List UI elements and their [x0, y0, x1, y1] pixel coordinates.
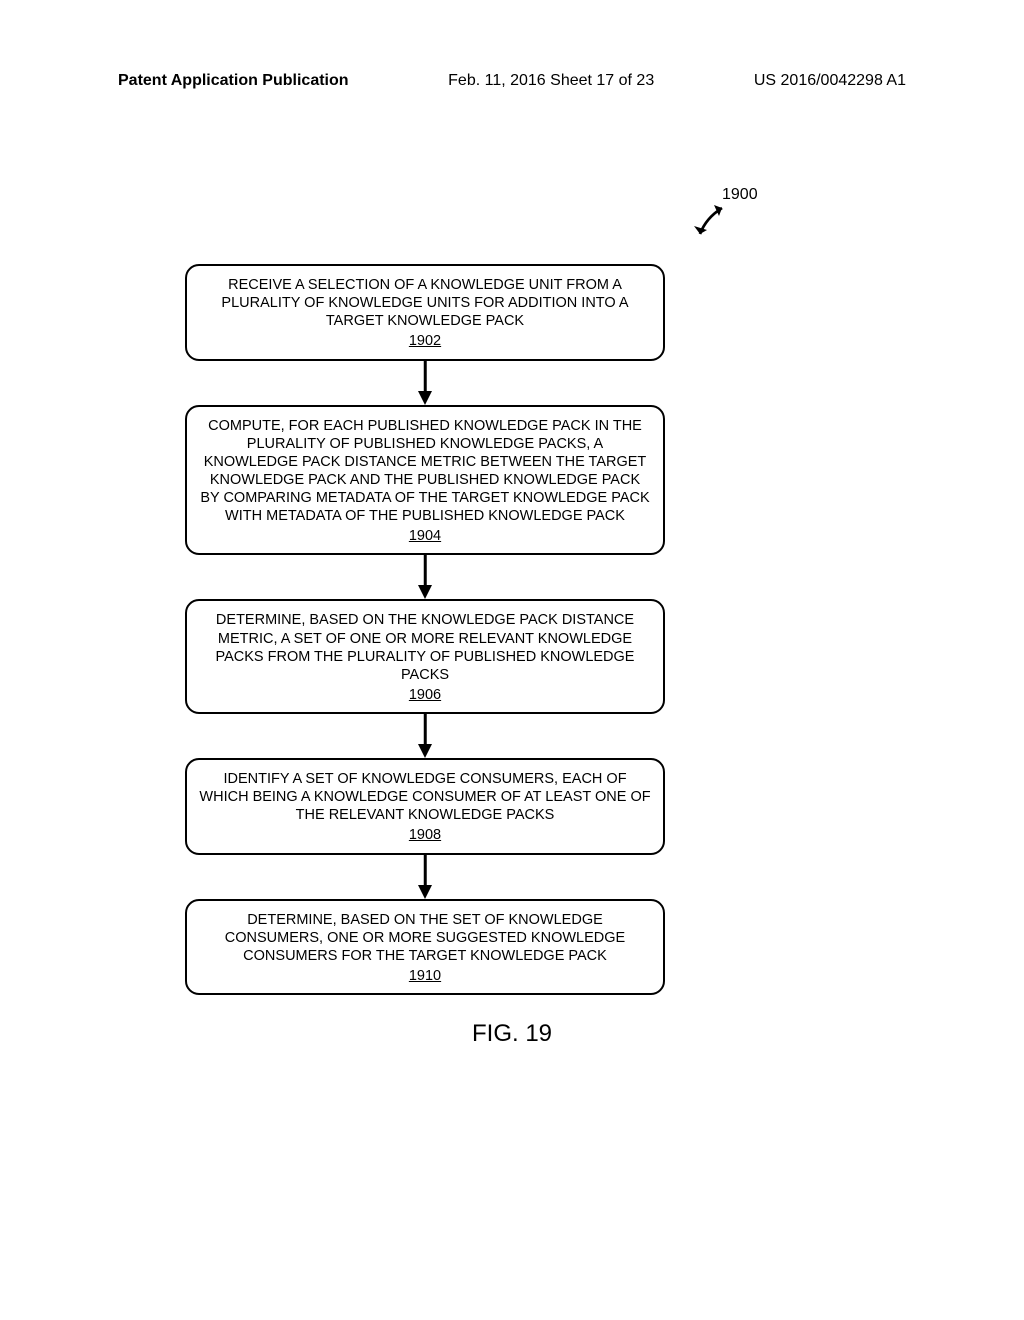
step-ref: 1906: [199, 686, 651, 704]
step-text: RECEIVE A SELECTION OF A KNOWLEDGE UNIT …: [221, 277, 628, 329]
header-center: Feb. 11, 2016 Sheet 17 of 23: [448, 72, 654, 90]
arrow-down-icon: [424, 714, 426, 758]
step-ref: 1904: [199, 527, 651, 545]
arrow-down-icon: [424, 855, 426, 899]
step-text: DETERMINE, BASED ON THE KNOWLEDGE PACK D…: [216, 612, 635, 682]
step-box-1904: COMPUTE, FOR EACH PUBLISHED KNOWLEDGE PA…: [185, 405, 665, 556]
arrow-down-icon: [424, 361, 426, 405]
page-header: Patent Application Publication Feb. 11, …: [0, 72, 1024, 90]
step-ref: 1910: [199, 967, 651, 985]
step-ref: 1902: [199, 332, 651, 350]
step-box-1906: DETERMINE, BASED ON THE KNOWLEDGE PACK D…: [185, 599, 665, 714]
step-box-1908: IDENTIFY A SET OF KNOWLEDGE CONSUMERS, E…: [185, 758, 665, 855]
step-box-1902: RECEIVE A SELECTION OF A KNOWLEDGE UNIT …: [185, 264, 665, 361]
header-right: US 2016/0042298 A1: [754, 72, 906, 90]
figure-caption: FIG. 19: [0, 1020, 1024, 1048]
step-text: DETERMINE, BASED ON THE SET OF KNOWLEDGE…: [225, 912, 625, 964]
step-text: IDENTIFY A SET OF KNOWLEDGE CONSUMERS, E…: [199, 771, 650, 823]
step-box-1910: DETERMINE, BASED ON THE SET OF KNOWLEDGE…: [185, 899, 665, 996]
header-left: Patent Application Publication: [118, 72, 349, 90]
diagram-reference-number: 1900: [722, 186, 758, 204]
flowchart: RECEIVE A SELECTION OF A KNOWLEDGE UNIT …: [185, 264, 665, 995]
step-text: COMPUTE, FOR EACH PUBLISHED KNOWLEDGE PA…: [200, 418, 649, 525]
reference-arrow-icon: [692, 204, 730, 246]
arrow-down-icon: [424, 555, 426, 599]
step-ref: 1908: [199, 826, 651, 844]
